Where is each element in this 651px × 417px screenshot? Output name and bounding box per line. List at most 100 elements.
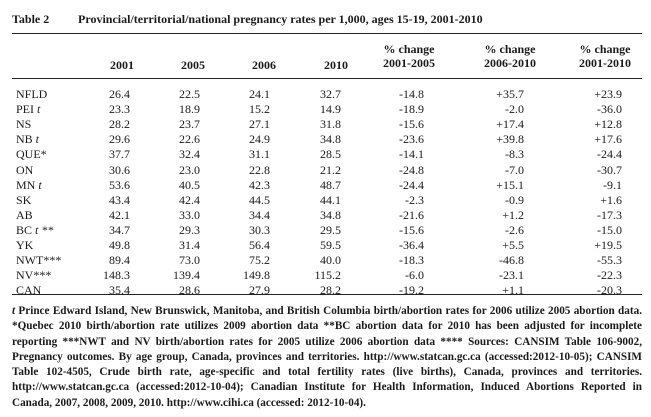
column-header: % change 2006-2010 — [462, 42, 558, 70]
table-row: AB 42.1 33.0 34.4 34.8 -21.6 +1.2 -17.3 — [12, 208, 642, 222]
table-cell: -8.3 — [505, 147, 524, 162]
table-cell: -7.0 — [505, 162, 524, 177]
table-cell: -22.3 — [597, 268, 622, 283]
table-cell: -24.8 — [399, 162, 424, 177]
column-header-line: % change — [579, 42, 631, 56]
table-title: Provincial/territorial/national pregnanc… — [78, 12, 483, 26]
table-row: CAN 35.4 28.6 27.9 28.2 -19.2 +1.1 -20.3 — [12, 283, 642, 297]
header-rule — [12, 78, 642, 79]
table-cell: 18.9 — [179, 102, 200, 117]
table-row: NFLD 26.4 22.5 24.1 32.7 -14.8 +35.7 +23.9 — [12, 87, 642, 101]
table-cell: 149.8 — [243, 268, 270, 283]
table-cell: -2.6 — [505, 222, 524, 237]
table-cell: 29.5 — [320, 222, 341, 237]
table-cell: 30.3 — [249, 222, 270, 237]
table-cell: 35.4 — [109, 283, 130, 298]
table-cell: 34.8 — [320, 207, 341, 222]
table-cell: -18.9 — [399, 102, 424, 117]
table-cell: -36.4 — [399, 238, 424, 252]
table-row: QUE* 37.7 32.4 31.1 28.5 -14.1 -8.3 -24.4 — [12, 147, 642, 161]
table-cell: 59.5 — [320, 238, 341, 252]
column-header: 2010 — [288, 58, 384, 72]
column-header-line: % change — [383, 42, 435, 56]
jurisdiction-name: NWT*** — [16, 253, 62, 268]
table-cell: 49.8 — [109, 238, 130, 252]
row-label: NWT*** — [16, 253, 61, 267]
table-cell: 30.6 — [109, 162, 130, 177]
table-cell: -9.1 — [603, 177, 622, 192]
jurisdiction-name: SK — [16, 192, 32, 207]
table-cell: 28.6 — [179, 283, 200, 298]
table-cell: 32.7 — [320, 87, 341, 101]
table-row: BC t ** 34.7 29.3 30.3 29.5 -15.6 -2.6 -15.0 — [12, 223, 642, 237]
table-cell: 40.0 — [320, 253, 341, 268]
table-cell: 29.3 — [179, 222, 200, 237]
table-cell: 44.5 — [249, 192, 270, 207]
table-cell: 28.2 — [320, 283, 341, 298]
row-label: MN t — [16, 178, 42, 192]
row-label: NFLD — [16, 87, 47, 101]
table-cell: 139.4 — [173, 268, 200, 283]
table-cell: 21.2 — [320, 162, 341, 177]
table-cell: 15.2 — [249, 102, 270, 117]
table-cell: -19.2 — [399, 283, 424, 298]
table-number: Table 2 — [12, 12, 50, 26]
table-cell: -14.1 — [399, 147, 424, 162]
row-label: AB — [16, 208, 33, 222]
footnote-mark: t — [12, 305, 16, 317]
table-cell: -17.3 — [597, 207, 622, 222]
table-cell: 31.1 — [249, 147, 270, 162]
column-header: % change 2001-2010 — [557, 42, 651, 70]
table-cell: +1.6 — [600, 192, 622, 207]
table-cell: +23.9 — [594, 87, 622, 101]
column-header-line: 2001 — [110, 58, 134, 72]
table-cell: 31.8 — [320, 117, 341, 132]
row-label: BC t ** — [16, 223, 53, 237]
table-cell: +1.1 — [502, 283, 524, 298]
column-header-line: 2010 — [324, 58, 348, 72]
row-label: CAN — [16, 283, 41, 297]
table-cell: +19.5 — [594, 238, 622, 252]
table-cell: -24.4 — [597, 147, 622, 162]
table-cell: +17.6 — [594, 132, 622, 147]
table-cell: 29.6 — [109, 132, 130, 147]
table-cell: 26.4 — [109, 87, 130, 101]
table-cell: 48.7 — [320, 177, 341, 192]
table-cell: 53.6 — [109, 177, 130, 192]
table-cell: +12.8 — [594, 117, 622, 132]
column-header: % change 2001-2005 — [361, 42, 457, 70]
table-row: PEI t 23.3 18.9 15.2 14.9 -18.9 -2.0 -36.0 — [12, 102, 642, 116]
bottom-rule — [12, 294, 642, 295]
table-cell: -21.6 — [399, 207, 424, 222]
row-label: PEI t — [16, 102, 40, 116]
table-cell: -15.6 — [399, 117, 424, 132]
jurisdiction-name: YK — [16, 238, 34, 252]
table-cell: -6.0 — [405, 268, 424, 283]
table-cell: +35.7 — [496, 87, 524, 101]
table-cell: -0.9 — [505, 192, 524, 207]
table-title-row: Table 2 Provincial/territorial/national p… — [12, 12, 642, 27]
column-header-line: 2006 — [252, 58, 276, 72]
table-cell: 14.9 — [320, 102, 341, 117]
table-cell: +1.2 — [502, 207, 524, 222]
table-cell: 23.7 — [179, 117, 200, 132]
footnote-marker: t — [37, 102, 41, 117]
table-cell: 27.1 — [249, 117, 270, 132]
table-cell: -23.6 — [399, 132, 424, 147]
table-cell: 28.5 — [320, 147, 341, 162]
table-row: SK 43.4 42.4 44.5 44.1 -2.3 -0.9 +1.6 — [12, 193, 642, 207]
jurisdiction-name: AB — [16, 207, 33, 222]
table-cell: -23.1 — [499, 268, 524, 283]
table-cell: 44.1 — [320, 192, 341, 207]
table-cell: 22.8 — [249, 162, 270, 177]
footnote-marker: t ** — [35, 222, 54, 237]
jurisdiction-name: CAN — [16, 283, 42, 298]
table-cell: 33.0 — [179, 207, 200, 222]
table-cell: 34.8 — [320, 132, 341, 147]
table-cell: 43.4 — [109, 192, 130, 207]
table-cell: +17.4 — [496, 117, 524, 132]
table-cell: 34.7 — [109, 222, 130, 237]
table-cell: 148.3 — [103, 268, 130, 283]
table-cell: -24.4 — [399, 177, 424, 192]
jurisdiction-name: MN — [16, 177, 36, 192]
